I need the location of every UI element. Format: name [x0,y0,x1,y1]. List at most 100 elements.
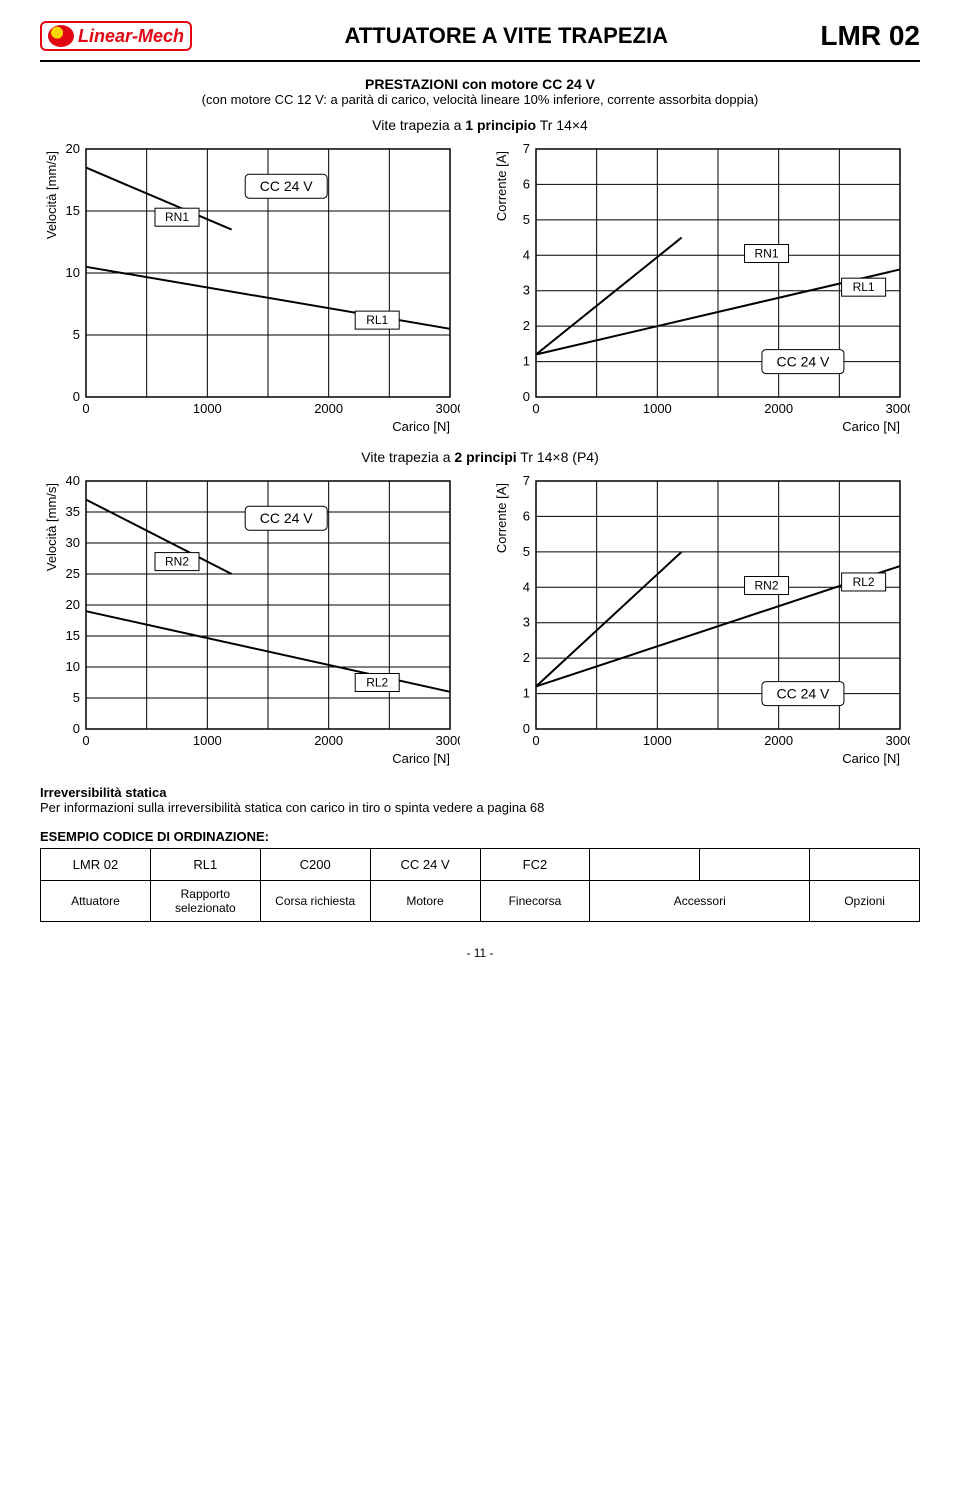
svg-text:2000: 2000 [314,401,343,416]
chart-current-1: 010002000300001234567Carico [N]Corrente … [490,139,920,439]
svg-text:3000: 3000 [436,733,460,748]
subtitle-bold: PRESTAZIONI con motore CC 24 V [40,76,920,92]
svg-text:4: 4 [523,247,530,262]
svg-text:1: 1 [523,686,530,701]
svg-text:6: 6 [523,176,530,191]
caption-prefix: Vite trapezia a [361,449,454,465]
order-cell: FC2 [480,849,590,881]
svg-text:7: 7 [523,141,530,156]
svg-text:2: 2 [523,318,530,333]
caption-suffix: Tr 14×8 (P4) [517,449,599,465]
svg-text:5: 5 [73,327,80,342]
order-cell: LMR 02 [41,849,151,881]
section1-charts: 010002000300005101520Carico [N]Velocità … [40,139,920,439]
svg-text:2: 2 [523,650,530,665]
logo: Linear-Mech [40,21,192,51]
logo-icon [48,25,74,47]
svg-text:30: 30 [66,535,80,550]
irreversibility-block: Irreversibilità statica Per informazioni… [40,785,920,815]
svg-text:2000: 2000 [764,401,793,416]
svg-text:Corrente [A]: Corrente [A] [494,483,509,553]
order-label: Rapporto selezionato [150,881,260,922]
order-cell: C200 [260,849,370,881]
chart-current-2: 010002000300001234567Carico [N]Corrente … [490,471,920,771]
order-cell [810,849,920,881]
caption-bold: 2 principi [454,449,516,465]
svg-text:0: 0 [73,721,80,736]
svg-text:1000: 1000 [643,401,672,416]
svg-text:0: 0 [82,733,89,748]
svg-text:10: 10 [66,659,80,674]
svg-text:1000: 1000 [193,401,222,416]
order-row-values: LMR 02 RL1 C200 CC 24 V FC2 [41,849,920,881]
svg-text:1000: 1000 [193,733,222,748]
subtitle-block: PRESTAZIONI con motore CC 24 V (con moto… [40,76,920,107]
svg-text:20: 20 [66,597,80,612]
svg-text:Velocità [mm/s]: Velocità [mm/s] [44,483,59,571]
svg-text:40: 40 [66,473,80,488]
chart-velocity-1: 010002000300005101520Carico [N]Velocità … [40,139,470,439]
subtitle-line: (con motore CC 12 V: a parità di carico,… [40,92,920,107]
svg-text:0: 0 [82,401,89,416]
svg-text:RN1: RN1 [165,210,189,224]
page-title: ATTUATORE A VITE TRAPEZIA [192,23,820,49]
svg-text:2000: 2000 [764,733,793,748]
order-row-labels: Attuatore Rapporto selezionato Corsa ric… [41,881,920,922]
irreversibility-text: Per informazioni sulla irreversibilità s… [40,800,544,815]
order-cell: CC 24 V [370,849,480,881]
svg-text:0: 0 [532,733,539,748]
svg-text:RN1: RN1 [755,247,779,261]
svg-text:0: 0 [73,389,80,404]
svg-text:RL2: RL2 [366,676,388,690]
svg-text:6: 6 [523,508,530,523]
svg-text:35: 35 [66,504,80,519]
caption-bold: 1 principio [465,117,536,133]
order-cell [700,849,810,881]
svg-text:7: 7 [523,473,530,488]
svg-text:5: 5 [523,544,530,559]
svg-text:15: 15 [66,628,80,643]
svg-text:1: 1 [523,354,530,369]
svg-text:CC 24 V: CC 24 V [776,686,830,702]
page-header: Linear-Mech ATTUATORE A VITE TRAPEZIA LM… [40,20,920,62]
page-number: - 11 - [40,946,920,960]
product-code: LMR 02 [820,20,920,52]
svg-text:3000: 3000 [436,401,460,416]
svg-text:RN2: RN2 [755,579,779,593]
svg-text:2000: 2000 [314,733,343,748]
caption-suffix: Tr 14×4 [536,117,588,133]
svg-text:CC 24 V: CC 24 V [260,178,314,194]
order-label: Opzioni [810,881,920,922]
caption-prefix: Vite trapezia a [372,117,465,133]
svg-text:3000: 3000 [886,401,910,416]
order-code-table: LMR 02 RL1 C200 CC 24 V FC2 Attuatore Ra… [40,848,920,922]
svg-text:RN2: RN2 [165,555,189,569]
svg-text:20: 20 [66,141,80,156]
svg-text:25: 25 [66,566,80,581]
svg-text:Carico [N]: Carico [N] [842,751,900,766]
logo-text: Linear-Mech [78,26,184,47]
svg-text:5: 5 [73,690,80,705]
svg-text:CC 24 V: CC 24 V [260,510,314,526]
section2-charts: 01000200030000510152025303540Carico [N]V… [40,471,920,771]
svg-text:RL1: RL1 [853,280,875,294]
svg-text:0: 0 [523,389,530,404]
svg-text:4: 4 [523,579,530,594]
svg-text:10: 10 [66,265,80,280]
order-cell [590,849,700,881]
order-label: Finecorsa [480,881,590,922]
order-label: Corsa richiesta [260,881,370,922]
section1-caption: Vite trapezia a 1 principio Tr 14×4 [40,117,920,133]
logo-badge: Linear-Mech [40,21,192,51]
order-label: Accessori [590,881,810,922]
order-label: Motore [370,881,480,922]
order-label: Attuatore [41,881,151,922]
section2-caption: Vite trapezia a 2 principi Tr 14×8 (P4) [40,449,920,465]
svg-text:Corrente [A]: Corrente [A] [494,151,509,221]
irreversibility-title: Irreversibilità statica [40,785,166,800]
svg-text:3: 3 [523,615,530,630]
svg-text:3: 3 [523,283,530,298]
svg-text:Carico [N]: Carico [N] [392,751,450,766]
svg-text:Carico [N]: Carico [N] [842,419,900,434]
svg-text:1000: 1000 [643,733,672,748]
